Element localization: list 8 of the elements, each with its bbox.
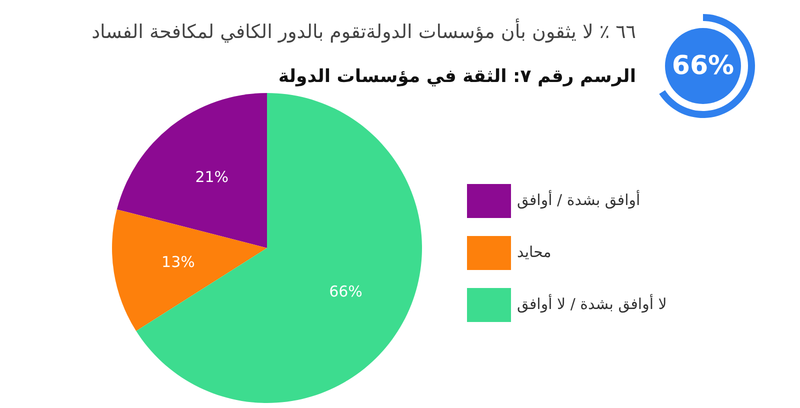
text: ٦٦ ٪ لا يثقون بأن مؤسسات الدولةتقوم بالدور الكافي لمكافحة الفساد: [92, 20, 636, 44]
data-label: 21%: [195, 168, 229, 186]
legend-label: لا أوافق بشدة / لا أوافق: [517, 295, 667, 315]
chart-title: الرسم رقم ٧: الثقة في مؤسسات الدولة: [278, 65, 636, 89]
data-label: 66%: [329, 282, 362, 300]
data-label: 13%: [162, 253, 195, 272]
legend-label: أوافق بشدة / أوافق: [517, 191, 640, 211]
legend-label: محايد: [517, 243, 552, 263]
